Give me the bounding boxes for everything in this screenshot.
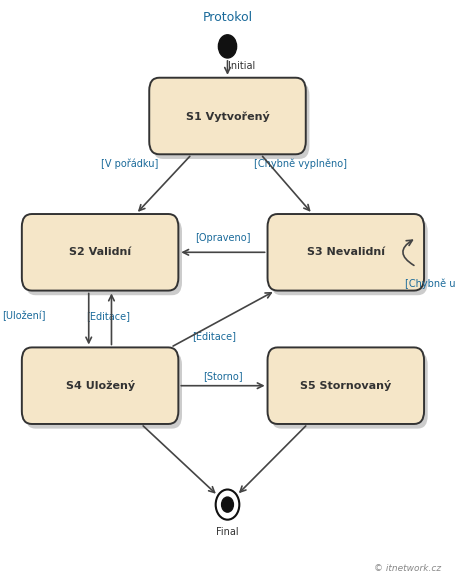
- Circle shape: [216, 490, 239, 520]
- FancyBboxPatch shape: [271, 352, 428, 429]
- Text: [Uložení]: [Uložení]: [2, 311, 46, 321]
- Text: Final: Final: [216, 527, 239, 536]
- Text: [Chybně vyplněno]: [Chybně vyplněno]: [254, 158, 347, 169]
- Text: [V pořádku]: [V pořádku]: [101, 158, 158, 169]
- Circle shape: [222, 497, 233, 512]
- Text: S1 Vytvořený: S1 Vytvořený: [186, 111, 269, 121]
- Text: [Opraveno]: [Opraveno]: [195, 233, 251, 243]
- FancyBboxPatch shape: [268, 214, 424, 291]
- Text: Initial: Initial: [228, 61, 255, 71]
- Text: Protokol: Protokol: [202, 11, 253, 24]
- Text: © itnetwork.cz: © itnetwork.cz: [374, 564, 441, 573]
- Text: S2 Validní: S2 Validní: [69, 247, 131, 258]
- Text: S4 Uložený: S4 Uložený: [66, 380, 135, 391]
- Text: [Editace]: [Editace]: [86, 311, 131, 321]
- FancyBboxPatch shape: [153, 82, 309, 159]
- FancyBboxPatch shape: [268, 347, 424, 424]
- Text: S5 Stornovaný: S5 Stornovaný: [300, 380, 391, 391]
- FancyBboxPatch shape: [25, 352, 182, 429]
- FancyBboxPatch shape: [25, 219, 182, 295]
- FancyBboxPatch shape: [271, 219, 428, 295]
- Text: [Storno]: [Storno]: [203, 371, 243, 381]
- FancyBboxPatch shape: [22, 347, 178, 424]
- FancyBboxPatch shape: [149, 78, 306, 154]
- Text: [Chybně upraveno]: [Chybně upraveno]: [405, 279, 455, 289]
- Text: [Editace]: [Editace]: [192, 331, 236, 342]
- Text: S3 Nevalidní: S3 Nevalidní: [307, 247, 385, 258]
- FancyBboxPatch shape: [22, 214, 178, 291]
- Circle shape: [218, 35, 237, 58]
